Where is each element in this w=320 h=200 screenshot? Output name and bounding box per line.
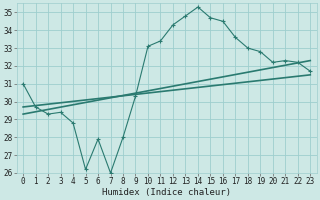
X-axis label: Humidex (Indice chaleur): Humidex (Indice chaleur) [102,188,231,197]
